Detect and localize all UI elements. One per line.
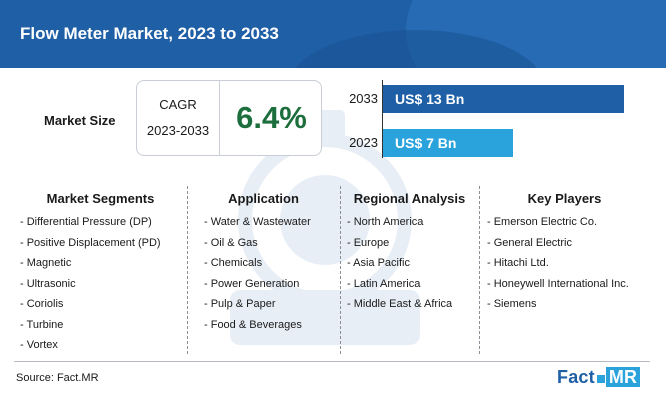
- list-item: - Europe: [347, 236, 390, 249]
- list-item: - Siemens: [487, 298, 537, 310]
- list-item: - Middle East & Africa: [347, 298, 453, 310]
- list-item: - Hitachi Ltd.: [487, 257, 549, 269]
- column-divider: [340, 186, 341, 354]
- fact-mr-logo: Fact MR: [557, 364, 641, 390]
- list-item: - Power Generation: [204, 277, 300, 290]
- list-item: - Coriolis: [20, 298, 64, 310]
- bar-year-label: 2033: [349, 91, 378, 106]
- list-item: - Positive Displacement (PD): [20, 236, 161, 249]
- cagr-divider: [219, 81, 220, 155]
- list-item: - Differential Pressure (DP): [20, 216, 152, 228]
- cagr-period: 2023-2033: [146, 123, 210, 138]
- regional-analysis-list: - North America - Europe - Asia Pacific - L…: [347, 212, 452, 315]
- cagr-label: CAGR: [159, 97, 197, 112]
- column-divider: [187, 186, 188, 354]
- market-size-label: Market Size: [44, 113, 116, 128]
- column-heading-market-segments: Market Segments: [46, 191, 155, 206]
- header-banner: Flow Meter Market, 2023 to 2033: [0, 0, 666, 68]
- list-item: - Magnetic: [20, 257, 72, 269]
- list-item: - North America: [347, 216, 424, 228]
- cagr-value: 6.4%: [236, 100, 307, 135]
- list-item: - Honeywell International Inc.: [487, 277, 629, 290]
- cagr-box: CAGR 2023-2033 6.4%: [136, 80, 322, 156]
- column-divider: [479, 186, 480, 354]
- column-heading-key-players: Key Players: [527, 191, 602, 206]
- bar-year-label: 2023: [349, 135, 378, 150]
- page-title: Flow Meter Market, 2023 to 2033: [20, 24, 279, 43]
- column-heading-application: Application: [228, 191, 299, 206]
- list-item: - Pulp & Paper: [204, 298, 276, 310]
- list-item: - Water & Wastewater: [204, 216, 311, 228]
- footer-divider: [14, 361, 650, 362]
- source-note: Source: Fact.MR: [16, 372, 99, 384]
- list-item: - Vortex: [20, 339, 58, 351]
- list-item: - Emerson Electric Co.: [487, 216, 598, 228]
- key-players-list: - Emerson Electric Co. - General Electric…: [487, 212, 629, 315]
- bar-axis: [382, 80, 383, 158]
- list-item: - Latin America: [347, 277, 421, 290]
- bar-2033: US$ 13 Bn: [383, 85, 624, 113]
- list-item: - Turbine: [20, 318, 64, 331]
- list-item: - Ultrasonic: [20, 277, 76, 290]
- column-heading-regional-analysis: Regional Analysis: [353, 191, 466, 206]
- bar-value-label: US$ 13 Bn: [395, 91, 465, 107]
- list-item: - Food & Beverages: [204, 318, 302, 331]
- application-list: - Water & Wastewater - Oil & Gas - Chemica…: [204, 212, 311, 335]
- bar-2023: US$ 7 Bn: [383, 129, 513, 157]
- list-item: - Chemicals: [204, 257, 263, 269]
- list-item: - Asia Pacific: [347, 257, 410, 269]
- list-item: - Oil & Gas: [204, 236, 258, 249]
- market-segments-list: - Differential Pressure (DP) - Positive D…: [20, 212, 161, 356]
- bar-value-label: US$ 7 Bn: [395, 135, 457, 151]
- list-item: - General Electric: [487, 236, 572, 249]
